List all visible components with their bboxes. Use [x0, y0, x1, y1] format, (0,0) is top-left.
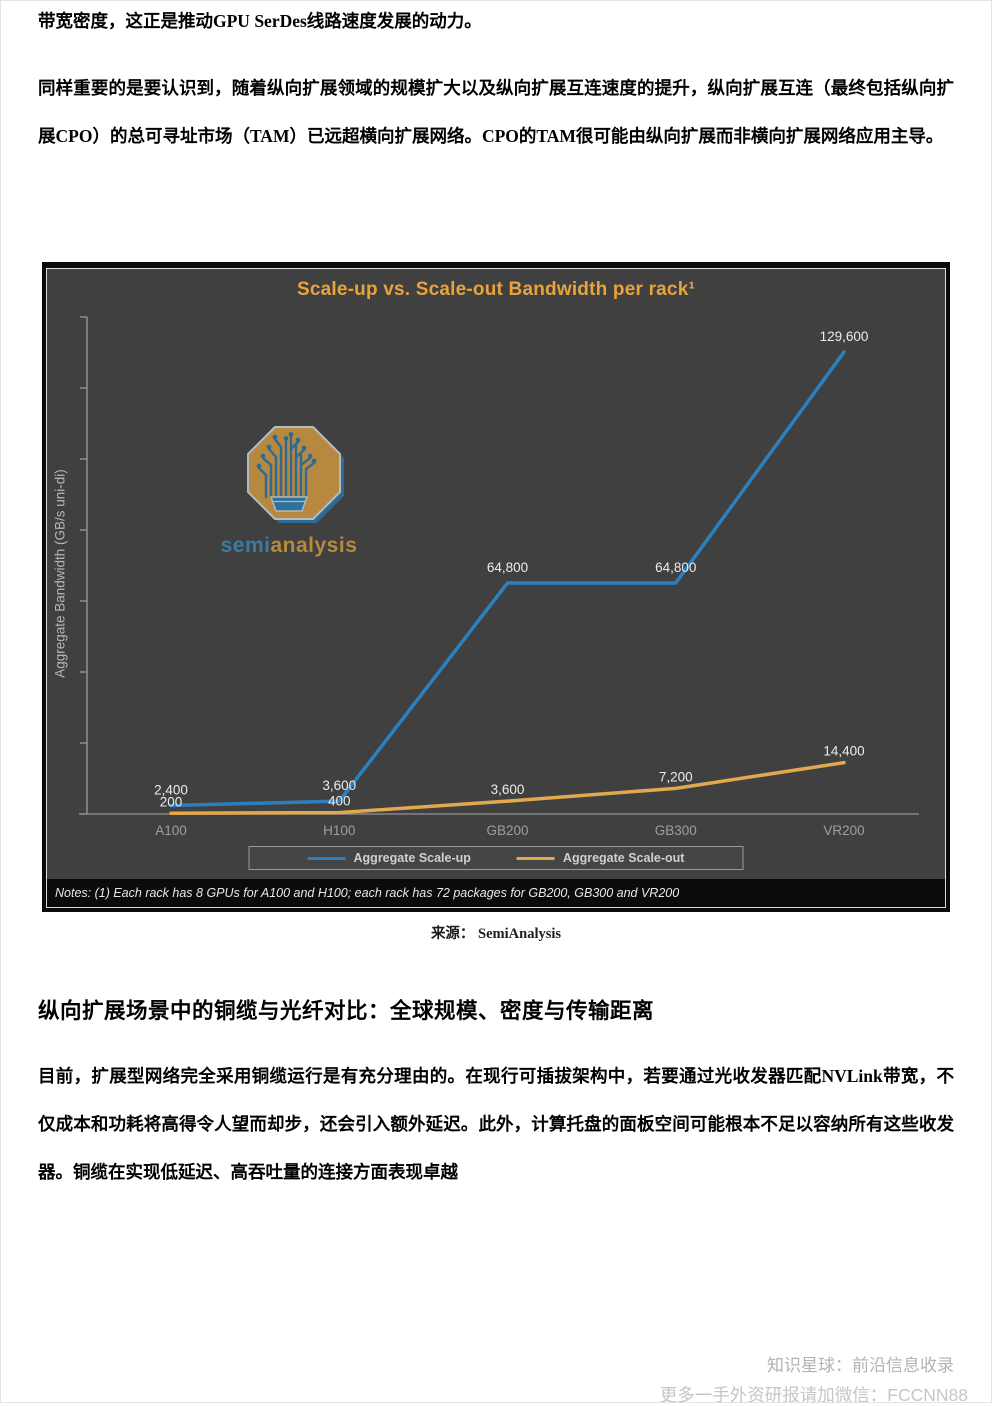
- x-axis-label: H100: [323, 823, 355, 838]
- logo-text-semi: semi: [220, 534, 271, 557]
- x-axis-label: A100: [155, 823, 187, 838]
- logo-text-analysis: analysis: [270, 534, 358, 557]
- data-label: 3,600: [322, 778, 356, 793]
- chart-plot-area: Scale-up vs. Scale-out Bandwidth per rac…: [47, 269, 945, 879]
- watermark-line1: 知识星球：前沿信息收录: [767, 1356, 954, 1375]
- semianalysis-logo-text: semianalysis: [219, 534, 359, 558]
- legend-label: Aggregate Scale-out: [562, 851, 685, 865]
- data-label: 200: [160, 794, 183, 809]
- x-axis-label: VR200: [823, 823, 864, 838]
- data-label: 2,400: [154, 782, 188, 797]
- chart-title: Scale-up vs. Scale-out Bandwidth per rac…: [296, 279, 695, 300]
- legend-item-scale-out: Aggregate Scale-out: [516, 851, 685, 865]
- semianalysis-logo-icon: [247, 426, 344, 523]
- source-caption: 来源： SemiAnalysis: [430, 926, 562, 942]
- legend-swatch: [307, 856, 346, 860]
- watermark-line2: 更多一手外资研报请加微信：FCCNN88: [659, 1385, 968, 1405]
- chart-figure: Scale-up vs. Scale-out Bandwidth per rac…: [42, 262, 950, 912]
- data-label: 3,600: [491, 782, 525, 797]
- data-label: 64,800: [655, 560, 696, 575]
- data-label: 7,200: [659, 769, 693, 784]
- chart-legend: Aggregate Scale-up Aggregate Scale-out: [248, 846, 744, 870]
- paragraph-bandwidth-density: 带宽密度，这正是推动GPU SerDes线路速度发展的动力。: [38, 11, 482, 31]
- x-axis-label: GB200: [486, 823, 528, 838]
- section-heading: 纵向扩展场景中的铜缆与光纤对比：全球规模、密度与传输距离: [38, 999, 655, 1023]
- chart-notes: Notes: (1) Each rack has 8 GPUs for A100…: [47, 879, 945, 907]
- chart-inner: Scale-up vs. Scale-out Bandwidth per rac…: [46, 268, 946, 908]
- data-label: 64,800: [487, 560, 528, 575]
- series-line-scale-up: [169, 350, 846, 808]
- legend-label: Aggregate Scale-up: [353, 851, 471, 865]
- data-label: 14,400: [823, 744, 864, 759]
- legend-item-scale-up: Aggregate Scale-up: [307, 851, 471, 865]
- data-label: 129,600: [820, 329, 869, 344]
- x-axis-label: GB300: [655, 823, 697, 838]
- series-line-scale-out: [169, 760, 846, 816]
- semianalysis-logo: semianalysis: [219, 409, 359, 558]
- legend-swatch: [516, 856, 555, 860]
- paragraph-copper-vs-optics: 目前，扩展型网络完全采用铜缆运行是有充分理由的。在现行可插拔架构中，若要通过光收…: [38, 1066, 954, 1182]
- watermark: 知识星球：前沿信息收录 更多一手外资研报请加微信：FCCNN88: [660, 1355, 968, 1406]
- data-label: 400: [328, 794, 351, 809]
- paragraph-scaleup-tam: 同样重要的是要认识到，随着纵向扩展领域的规模扩大以及纵向扩展互连速度的提升，纵向…: [38, 78, 954, 146]
